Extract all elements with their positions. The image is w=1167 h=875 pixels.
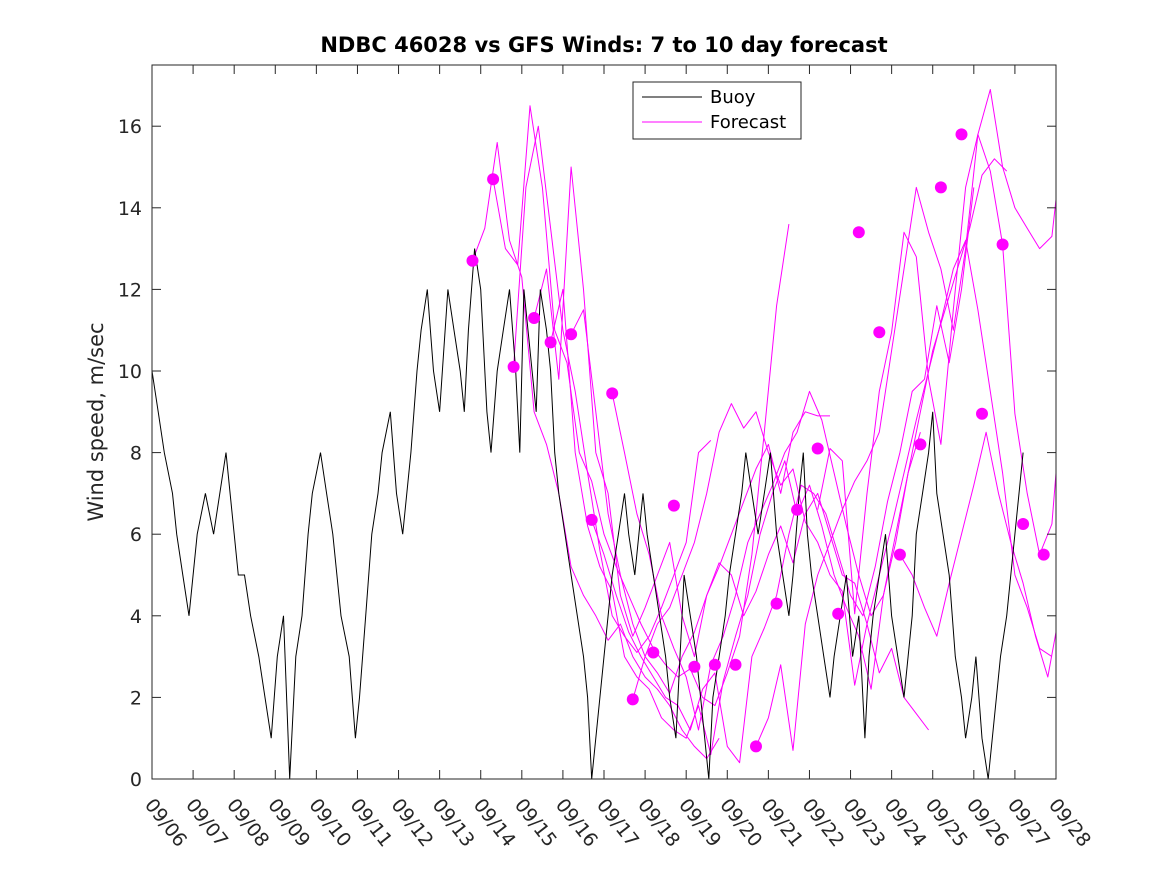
legend-box — [632, 81, 802, 140]
forecast-marker — [466, 254, 479, 267]
forecast-marker — [606, 387, 619, 400]
forecast-marker — [626, 693, 639, 706]
forecast-marker — [832, 607, 845, 620]
forecast-marker — [647, 646, 660, 659]
y-tick-label: 4 — [130, 606, 142, 628]
legend-label-buoy: Buoy — [710, 87, 756, 108]
forecast-marker — [544, 336, 557, 349]
forecast-marker — [852, 226, 865, 239]
y-axis-label: Wind speed, m/sec — [84, 322, 108, 521]
forecast-marker — [487, 173, 500, 186]
forecast-marker — [729, 658, 742, 671]
marker-layer — [466, 128, 1050, 753]
y-tick-label: 8 — [130, 443, 142, 465]
forecast-line-3 — [513, 125, 712, 653]
forecast-line-6 — [570, 309, 929, 731]
series-layer — [151, 89, 1057, 780]
y-tick-label: 16 — [118, 116, 142, 138]
forecast-marker — [750, 740, 762, 753]
forecast-line-11 — [817, 133, 1057, 615]
y-tick-label: 6 — [130, 524, 142, 546]
forecast-line-12 — [899, 431, 1057, 678]
forecast-line-2 — [492, 105, 790, 707]
forecast-marker — [791, 503, 804, 516]
forecast-marker — [528, 312, 541, 324]
forecast-marker — [811, 442, 824, 455]
forecast-marker — [708, 658, 721, 671]
legend: Buoy Forecast — [632, 81, 802, 140]
y-tick-label: 2 — [130, 687, 142, 709]
legend-label-forecast: Forecast — [710, 112, 786, 133]
forecast-marker — [667, 499, 680, 512]
y-tick-label: 0 — [130, 769, 142, 791]
forecast-marker — [955, 128, 968, 141]
forecast-line-9 — [632, 239, 1053, 700]
forecast-marker — [1017, 518, 1030, 530]
forecast-marker — [770, 597, 783, 610]
forecast-marker — [688, 660, 701, 673]
forecast-marker — [1037, 548, 1050, 561]
forecast-marker — [934, 181, 947, 194]
forecast-line-5 — [550, 288, 921, 755]
forecast-marker — [996, 238, 1009, 251]
forecast-marker — [914, 438, 927, 451]
buoy-line — [151, 248, 1024, 780]
forecast-line-1 — [472, 142, 720, 760]
forecast-marker — [873, 326, 886, 339]
forecast-line-10 — [755, 89, 1057, 751]
y-tick-label: 14 — [118, 198, 142, 220]
forecast-line-7 — [591, 187, 975, 764]
chart-title: NDBC 46028 vs GFS Winds: 7 to 10 day for… — [320, 33, 887, 57]
forecast-marker — [585, 513, 598, 526]
y-tick-label: 10 — [118, 361, 142, 383]
forecast-marker — [565, 328, 578, 341]
forecast-marker — [976, 407, 988, 420]
forecast-marker — [893, 548, 906, 561]
y-tick-label: 12 — [118, 279, 142, 301]
plot-area — [152, 65, 1056, 779]
forecast-marker — [507, 360, 520, 373]
